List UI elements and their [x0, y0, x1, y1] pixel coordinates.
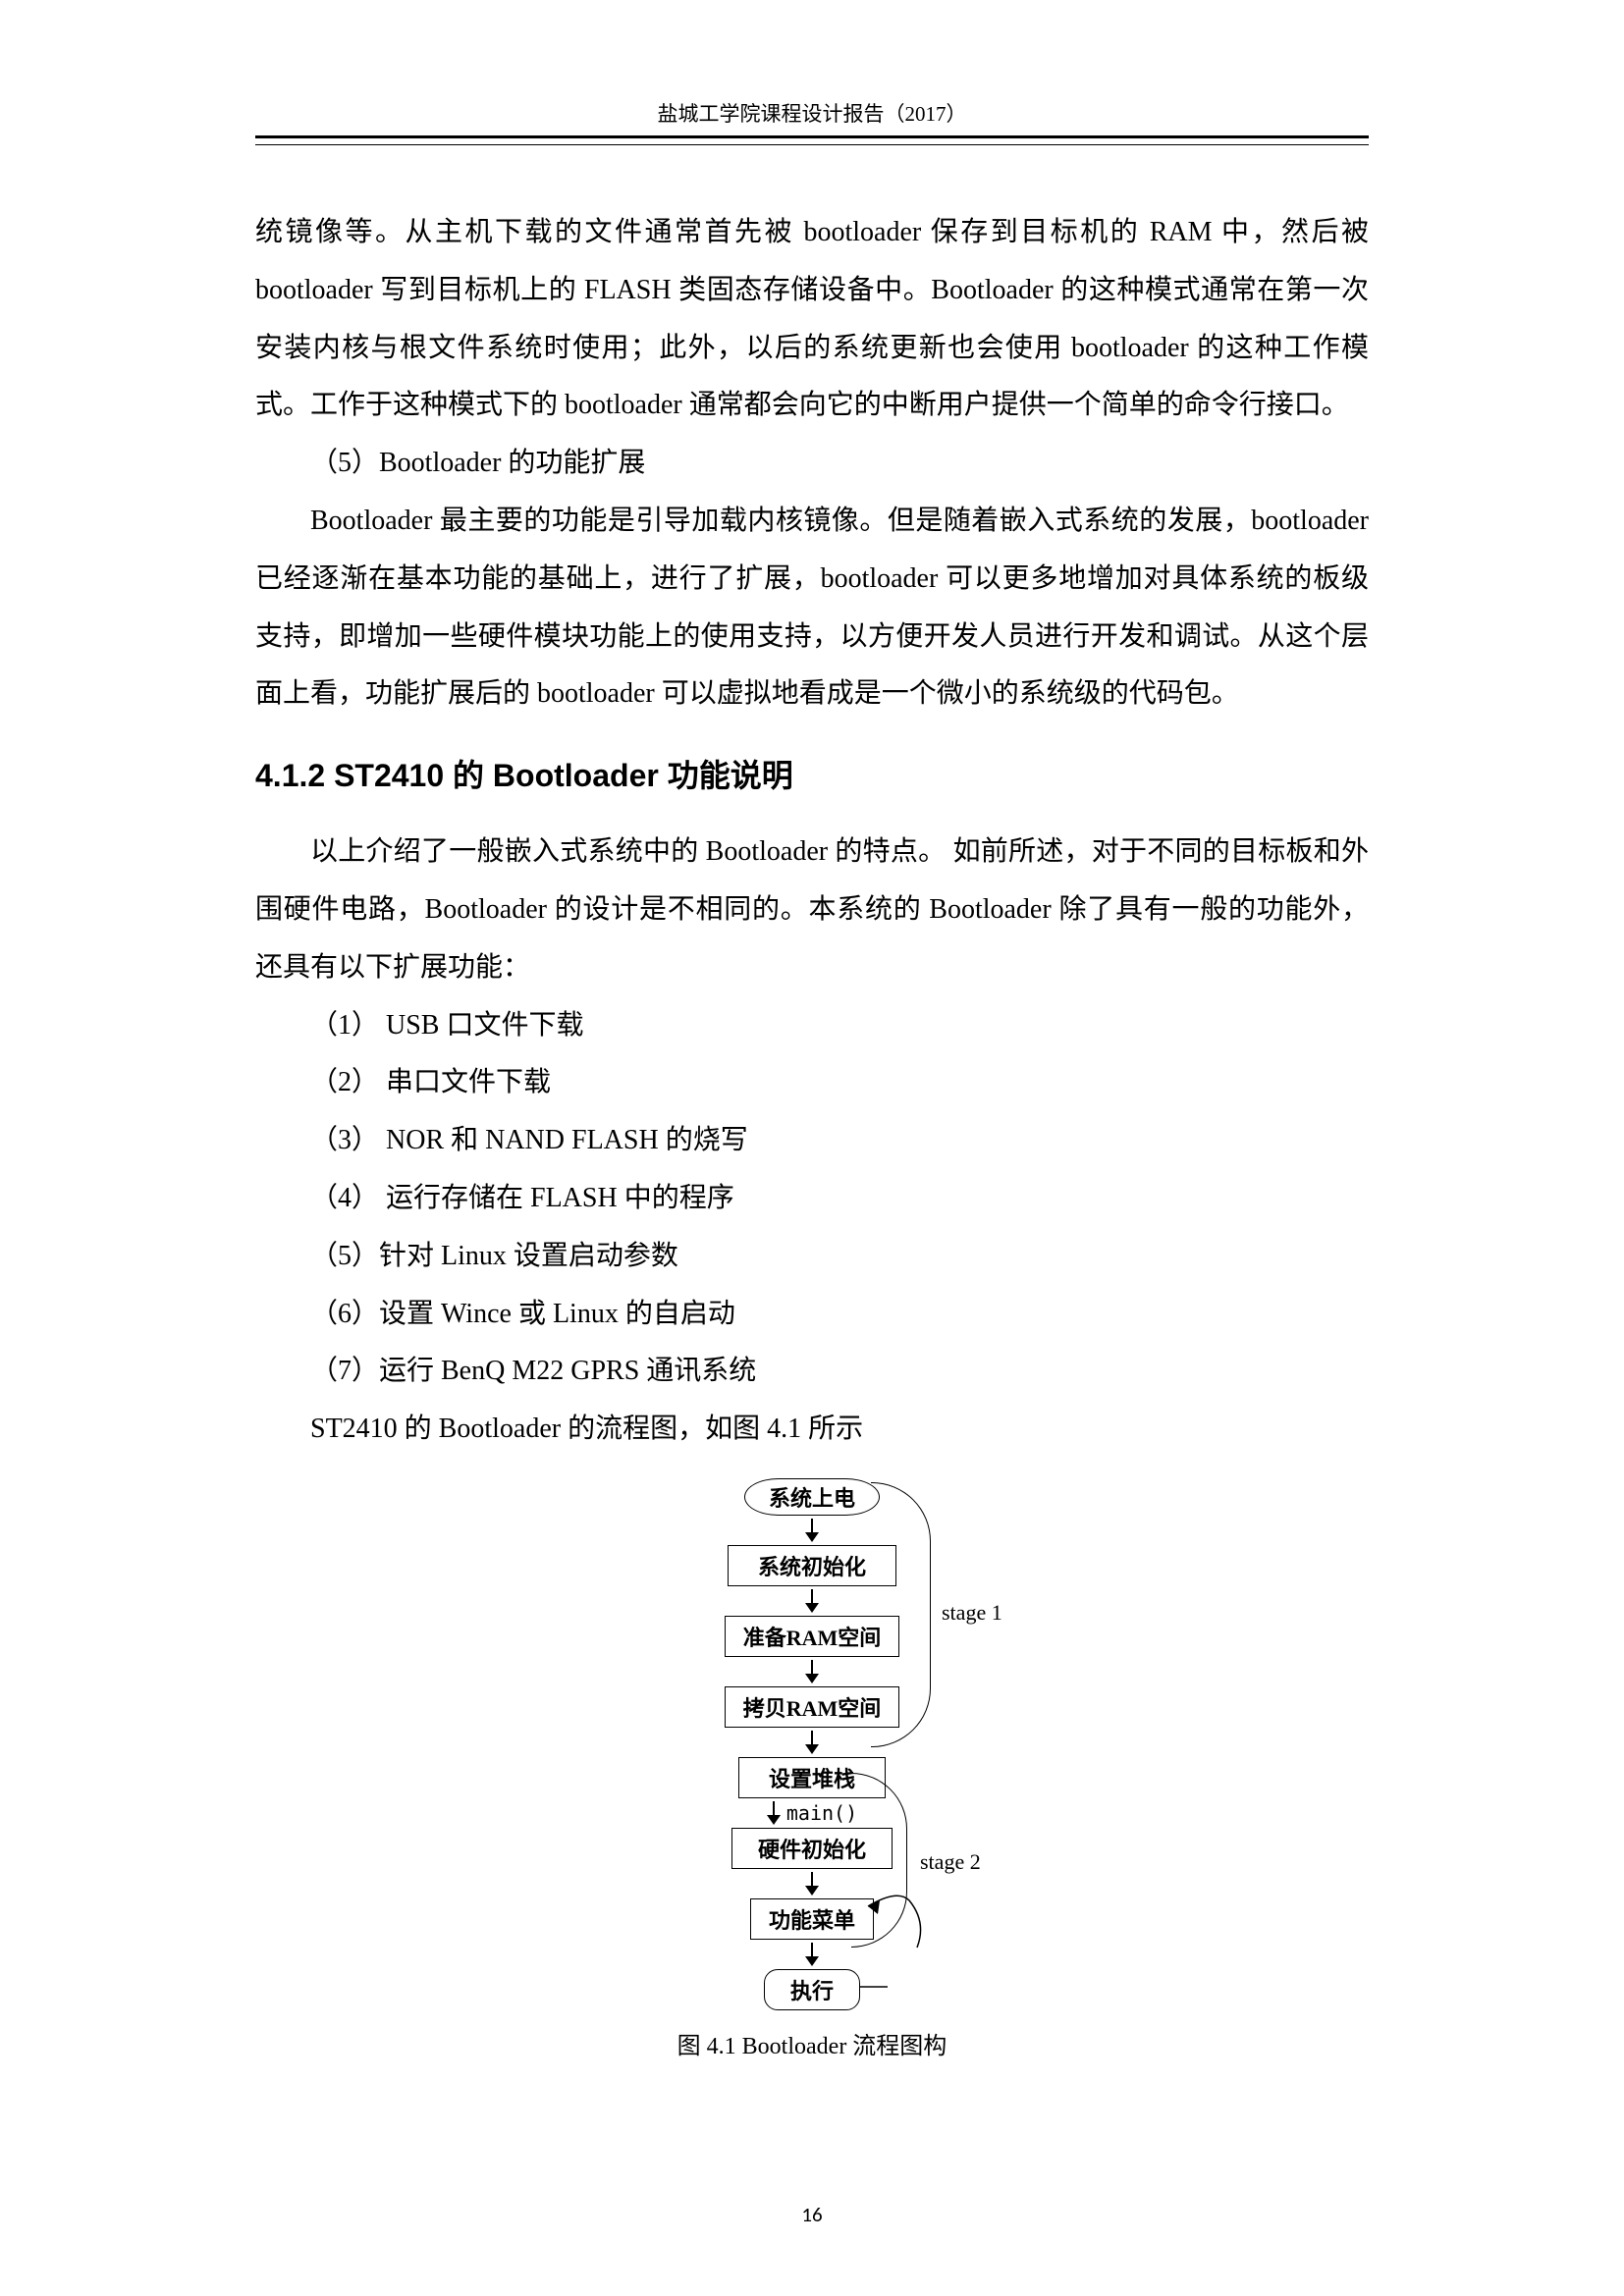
list-item-5: （5）针对 Linux 设置启动参数 — [255, 1228, 1369, 1286]
page-container: 盐城工学院课程设计报告（2017） 统镜像等。从主机下载的文件通常首先被 boo… — [0, 0, 1624, 2296]
arrow-icon — [767, 1801, 781, 1825]
fc-node-exec-row: 执行 — [764, 1969, 860, 2010]
list-item-2: （2） 串口文件下载 — [255, 1054, 1369, 1112]
page-number: 16 — [0, 2202, 1624, 2227]
figure-caption: 图 4.1 Bootloader 流程图构 — [255, 2026, 1369, 2060]
loop-arrow-icon — [858, 1893, 927, 1961]
arrow-icon — [805, 1660, 819, 1683]
fc-node-start: 系统上电 — [744, 1478, 880, 1516]
list-item-1: （1） USB 口文件下载 — [255, 997, 1369, 1055]
arrow-main-row: main() — [767, 1798, 857, 1828]
fc-main-label: main() — [786, 1801, 857, 1825]
paragraph-1: 统镜像等。从主机下载的文件通常首先被 bootloader 保存到目标机的 RA… — [255, 204, 1369, 435]
list-item-3: （3） NOR 和 NAND FLASH 的烧写 — [255, 1112, 1369, 1170]
stage1-label: stage 1 — [942, 1600, 1002, 1626]
section-heading: 4.1.2 ST2410 的 Bootloader 功能说明 — [255, 751, 1369, 796]
list-item-6: （6）设置 Wince 或 Linux 的自启动 — [255, 1286, 1369, 1344]
list-item-7: （7）运行 BenQ M22 GPRS 通讯系统 — [255, 1343, 1369, 1401]
fc-node-menu-row: 功能菜单 — [750, 1898, 874, 1940]
paragraph-4: 以上介绍了一般嵌入式系统中的 Bootloader 的特点。 如前所述，对于不同… — [255, 824, 1369, 996]
header-text: 盐城工学院课程设计报告（2017） — [658, 102, 967, 126]
page-header: 盐城工学院课程设计报告（2017） — [255, 98, 1369, 138]
paragraph-5: ST2410 的 Bootloader 的流程图，如图 4.1 所示 — [255, 1401, 1369, 1459]
loop-start-icon — [858, 1969, 897, 2008]
arrow-icon — [805, 1589, 819, 1613]
stage2-label: stage 2 — [920, 1849, 981, 1875]
paragraph-3: Bootloader 最主要的功能是引导加载内核镜像。但是随着嵌入式系统的发展，… — [255, 493, 1369, 723]
stage1-bracket — [871, 1482, 931, 1747]
header-rule — [255, 144, 1369, 145]
fc-node-exec: 执行 — [764, 1969, 860, 2010]
arrow-icon — [805, 1943, 819, 1966]
paragraph-2-title: （5）Bootloader 的功能扩展 — [255, 435, 1369, 493]
arrow-icon — [805, 1519, 819, 1542]
arrow-icon — [805, 1872, 819, 1896]
list-item-4: （4） 运行存储在 FLASH 中的程序 — [255, 1170, 1369, 1228]
fc-node-menu: 功能菜单 — [750, 1898, 874, 1940]
flowchart: stage 1 stage 2 系统上电 系统初始化 准备RAM空间 拷贝RAM… — [517, 1478, 1107, 2010]
arrow-icon — [805, 1731, 819, 1754]
